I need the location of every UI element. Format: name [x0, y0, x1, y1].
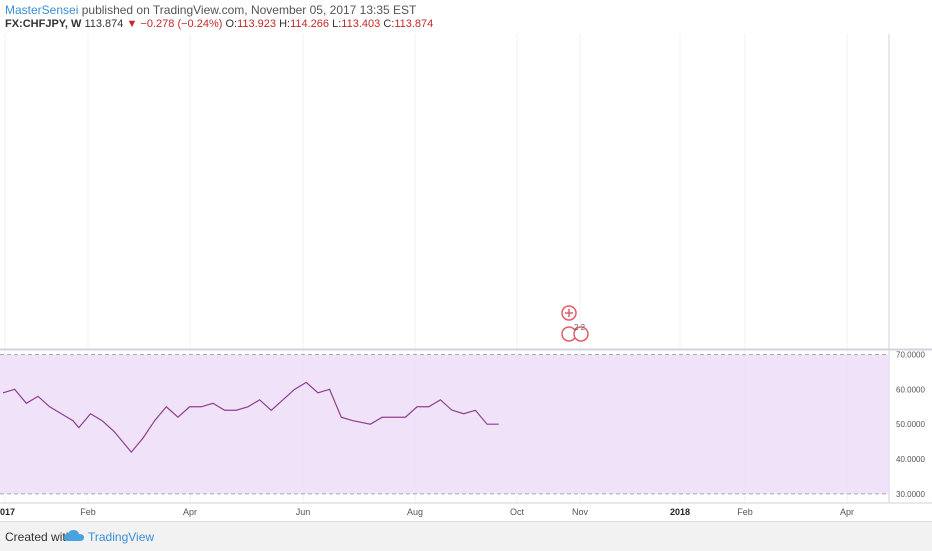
time-axis [0, 503, 932, 520]
time-tick-label: Apr [840, 507, 854, 517]
time-tick-label: Apr [183, 507, 197, 517]
rsi-tick-label: 40.0000 [896, 455, 925, 464]
rsi-tick-label: 30.0000 [896, 490, 925, 499]
publication-header: MasterSensei published on TradingView.co… [5, 3, 416, 17]
change-arrow-icon: ▼ [126, 18, 138, 30]
tradingview-brand-link[interactable]: TradingView [88, 530, 155, 544]
time-tick-label: Feb [80, 507, 96, 517]
rsi-tick-label: 60.0000 [896, 385, 925, 394]
author-name[interactable]: MasterSensei [5, 3, 79, 17]
high-label: H: [279, 18, 291, 30]
chart-canvas[interactable]: Daily ResistanceDaily ResistancePrevious… [0, 0, 932, 520]
rsi-band [0, 354, 889, 494]
open-value: 113.923 [237, 18, 277, 30]
rsi-line[interactable] [2, 381, 499, 454]
price-pane [0, 34, 889, 348]
time-tick-label: Oct [510, 507, 525, 517]
event-markers: 2 2 [561, 305, 589, 342]
close-value: 113.874 [394, 18, 434, 30]
last-price: 113.874 [84, 18, 124, 30]
event-marker-icon[interactable] [573, 326, 589, 342]
footer-bar: Created with TradingView [0, 521, 932, 551]
time-tick-label: Jun [296, 507, 311, 517]
price-axis [889, 34, 932, 348]
time-tick-label: Feb [737, 507, 753, 517]
time-tick-label: 2018 [670, 507, 690, 517]
close-label: C: [383, 18, 395, 30]
time-tick-label: Nov [572, 507, 589, 517]
publication-info: published on TradingView.com, November 0… [81, 3, 417, 17]
symbol-legend: FX:CHFJPY, W 113.874 ▼ −0.278 (−0.24%) O… [5, 18, 433, 30]
high-value: 114.266 [290, 18, 330, 30]
rsi-tick-label: 50.0000 [896, 420, 925, 429]
time-tick-label: Aug [407, 507, 423, 517]
symbol-name: FX:CHFJPY, W [5, 18, 82, 30]
low-value: 113.403 [341, 18, 381, 30]
marker-count-label: 2 2 [574, 323, 586, 332]
price-change: −0.278 (−0.24%) [140, 18, 223, 30]
rsi-tick-label: 70.0000 [896, 351, 925, 360]
created-with-label: Created with [5, 530, 73, 544]
open-label: O: [225, 18, 238, 30]
tradingview-cloud-icon [64, 530, 84, 541]
low-label: L: [332, 18, 342, 30]
time-tick-label: 2017 [0, 507, 15, 517]
